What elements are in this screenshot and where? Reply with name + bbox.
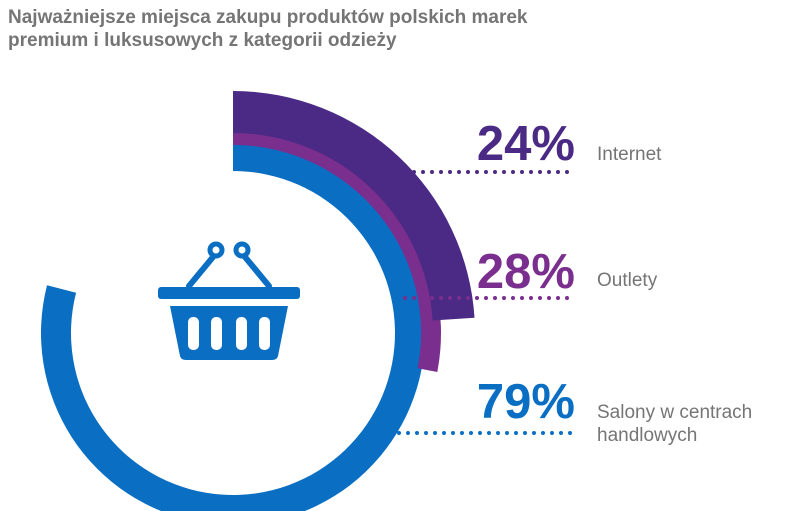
arc-outlety — [233, 125, 441, 372]
chart-title-line-2: premium i luksusowych z kategorii odzież… — [8, 30, 397, 51]
category-label-outlety: Outlety — [597, 270, 658, 291]
value-label-internet: 24% — [477, 117, 575, 171]
category-label-internet: Internet — [597, 144, 662, 165]
value-label-salony-w-centrach-handlowych: 79% — [477, 375, 575, 429]
value-label-outlety: 28% — [477, 245, 575, 299]
chart-title-line-1: Najważniejsze miejsca zakupu produktów p… — [8, 7, 528, 28]
chart-title: Najważniejsze miejsca zakupu produktów p… — [8, 6, 628, 52]
arc-layer — [41, 91, 475, 511]
leader-line-layer — [370, 170, 577, 435]
label-layer: 24% Internet 28% Outlety 79% Salony w centrac… — [477, 117, 752, 446]
category-label-salony-w-centrach-handlowych-line-1: Salony w centrach — [597, 402, 752, 423]
category-label-salony-w-centrach-handlowych-line-2: handlowych — [597, 425, 697, 446]
shopping-basket-icon — [158, 241, 300, 360]
